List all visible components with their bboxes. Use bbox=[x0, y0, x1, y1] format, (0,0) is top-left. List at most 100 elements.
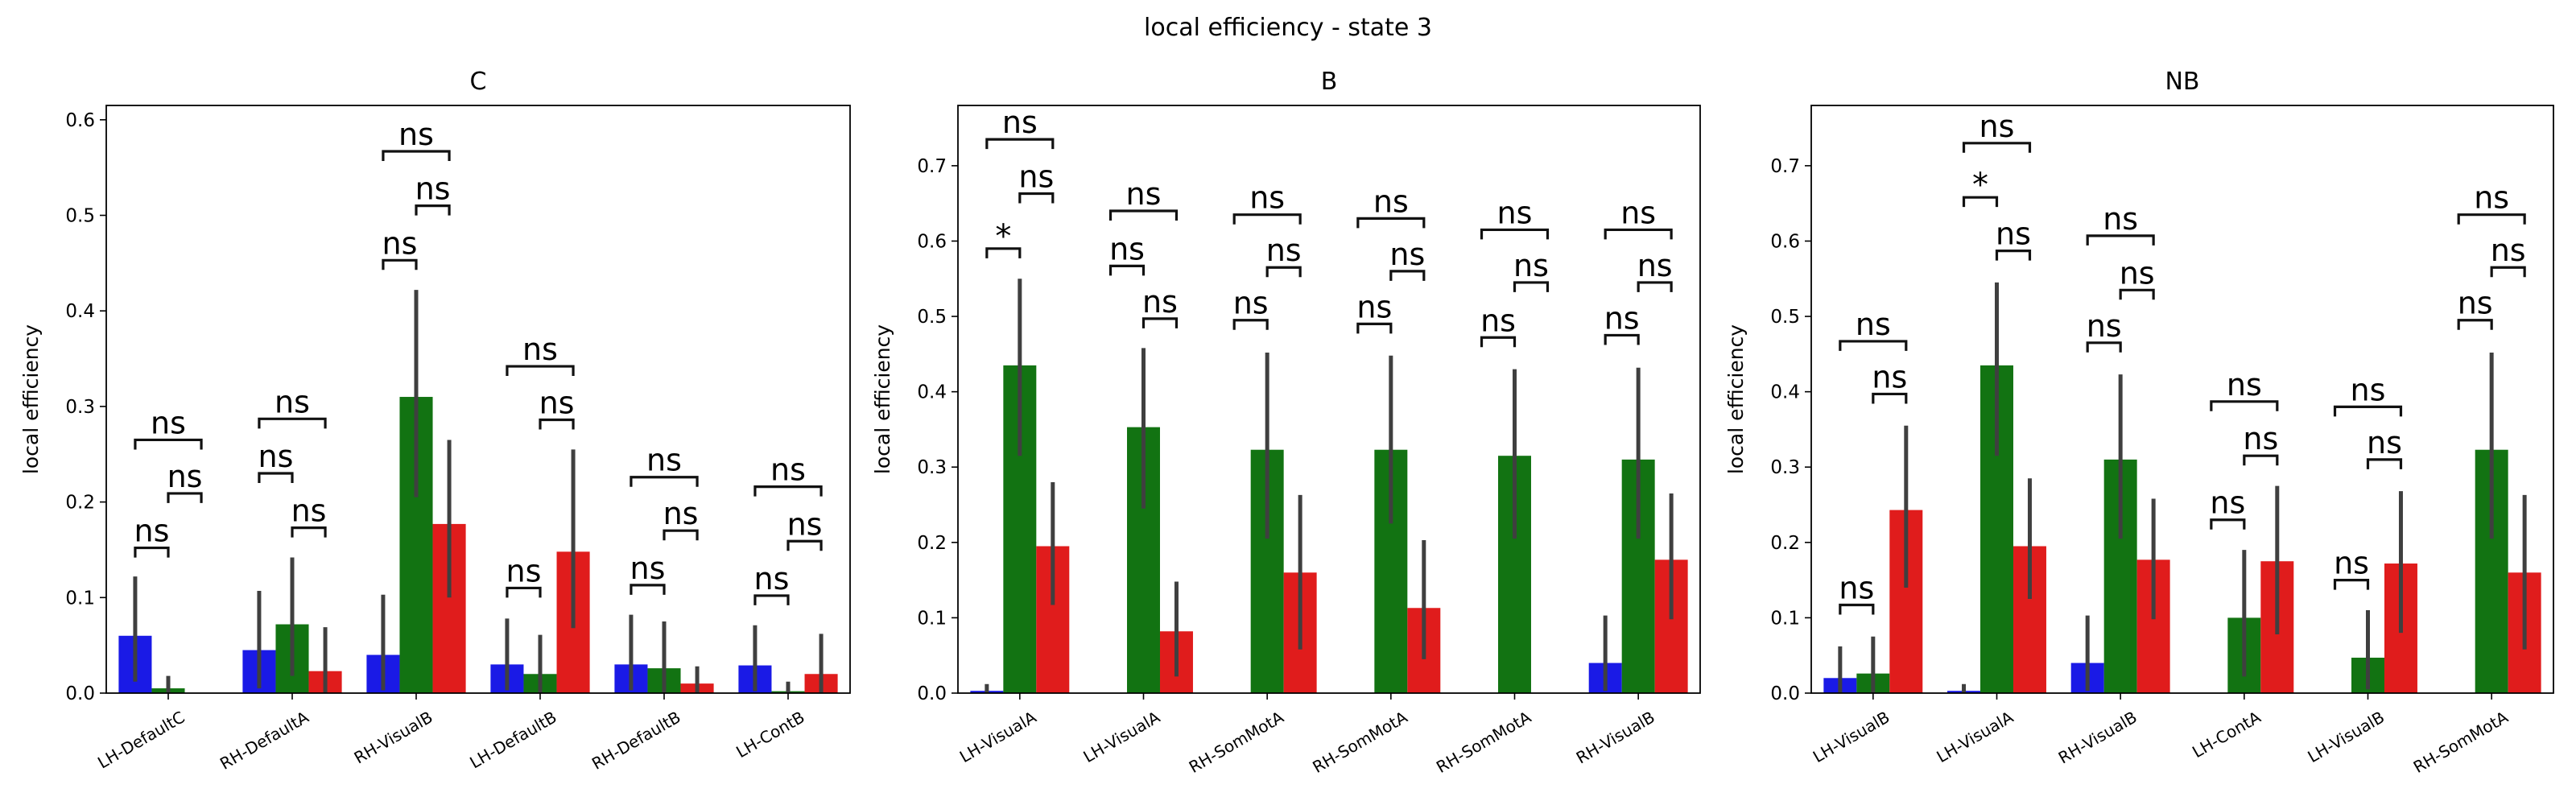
significance-bracket bbox=[1108, 264, 1146, 276]
y-tick-label: 0.4 bbox=[1770, 382, 1800, 403]
significance-bracket bbox=[134, 438, 203, 450]
y-tick-label: 0.2 bbox=[65, 493, 95, 514]
significance-label: ns bbox=[1002, 105, 1038, 140]
x-tick-label: LH-VisualB bbox=[2304, 708, 2388, 767]
significance-bracket bbox=[786, 539, 823, 551]
x-tick-label: RH-DefaultA bbox=[217, 707, 312, 773]
significance-label: ns bbox=[2103, 201, 2138, 237]
significance-label: ns bbox=[1142, 284, 1178, 320]
subplot-NB: NB local efficiency 0.0 0.1 0.2 0.3 0.4 0.5 0.6 0… bbox=[1724, 68, 2554, 777]
subplot-title: C bbox=[470, 68, 487, 96]
subplot-title: NB bbox=[2165, 68, 2199, 96]
significance-label: ns bbox=[2351, 372, 2386, 407]
significance-label: ns bbox=[2367, 425, 2402, 460]
y-axis-label: local efficiency bbox=[1724, 324, 1748, 474]
significance-label: ns bbox=[1126, 176, 1162, 212]
significance-label: ns bbox=[167, 459, 203, 494]
significance-label: ns bbox=[2474, 180, 2509, 216]
significance-bracket bbox=[2210, 518, 2246, 530]
y-tick-label: 0.2 bbox=[917, 533, 947, 554]
significance-bracket bbox=[2119, 288, 2155, 300]
significance-label: ns bbox=[1356, 289, 1392, 324]
y-tick-label: 0.0 bbox=[917, 683, 947, 704]
axes-frame bbox=[1810, 105, 2554, 694]
axes-frame bbox=[105, 105, 851, 694]
significance-bracket bbox=[985, 138, 1055, 150]
significance-label: ns bbox=[291, 493, 327, 529]
significance-bracket bbox=[1265, 266, 1302, 278]
significance-label: * bbox=[1972, 167, 1988, 204]
significance-bracket bbox=[1018, 192, 1055, 204]
significance-bracket bbox=[291, 526, 327, 538]
significance-bracket bbox=[2333, 579, 2370, 590]
significance-bracket bbox=[1356, 322, 1393, 334]
y-axis-label: local efficiency bbox=[871, 324, 894, 474]
significance-label: ns bbox=[134, 514, 170, 549]
y-tick-label: 0.3 bbox=[65, 397, 95, 418]
significance-bracket bbox=[2086, 234, 2155, 246]
y-axis-label: local efficiency bbox=[19, 324, 43, 474]
significance-bracket bbox=[663, 529, 699, 541]
x-tick-label: RH-VisualB bbox=[1573, 708, 1658, 768]
significance-label: ns bbox=[258, 439, 294, 474]
significance-bracket bbox=[630, 476, 699, 487]
y-tick-label: 0.6 bbox=[65, 110, 95, 131]
significance-label: ns bbox=[646, 443, 682, 478]
significance-bracket bbox=[1839, 603, 1875, 615]
significance-label: * bbox=[995, 218, 1011, 255]
significance-label: ns bbox=[770, 452, 806, 488]
significance-label: ns bbox=[1637, 248, 1673, 283]
significance-label: ns bbox=[1480, 303, 1516, 338]
significance-bracket bbox=[258, 417, 327, 429]
significance-bracket bbox=[753, 485, 823, 497]
significance-bracket bbox=[1604, 228, 1673, 240]
significance-bracket bbox=[539, 418, 575, 430]
x-tick-label: LH-ContB bbox=[733, 708, 807, 762]
significance-bracket bbox=[415, 204, 451, 216]
x-tick-label: RH-SomMotA bbox=[1309, 707, 1410, 777]
significance-bracket bbox=[2490, 266, 2526, 278]
significance-label: ns bbox=[663, 496, 699, 531]
subplot-title: B bbox=[1321, 68, 1338, 96]
significance-label: ns bbox=[1233, 286, 1269, 321]
x-tick-label: LH-DefaultC bbox=[94, 708, 188, 773]
significance-bracket bbox=[258, 472, 294, 483]
significance-bracket bbox=[2457, 319, 2493, 330]
y-tick-label: 0.6 bbox=[1770, 231, 1800, 252]
significance-bracket bbox=[134, 546, 170, 558]
significance-bracket bbox=[506, 586, 542, 598]
significance-label: ns bbox=[2334, 546, 2369, 581]
x-tick-label: RH-SomMotA bbox=[2410, 707, 2512, 777]
significance-label: ns bbox=[2243, 421, 2278, 456]
significance-label: ns bbox=[754, 561, 790, 597]
significance-label: ns bbox=[630, 551, 666, 586]
y-tick-label: 0.5 bbox=[65, 206, 95, 227]
x-tick-label: LH-ContA bbox=[2189, 707, 2264, 762]
significance-label: ns bbox=[787, 506, 823, 542]
significance-label: ns bbox=[382, 225, 418, 261]
significance-bracket bbox=[1480, 228, 1550, 240]
x-tick-label: LH-VisualA bbox=[956, 707, 1040, 766]
significance-bracket bbox=[1232, 213, 1302, 225]
y-tick-label: 0.5 bbox=[1770, 307, 1800, 328]
significance-label: ns bbox=[522, 332, 558, 367]
significance-bracket bbox=[506, 365, 575, 377]
significance-bracket bbox=[1872, 392, 1908, 404]
significance-label: ns bbox=[398, 117, 434, 152]
significance-bracket bbox=[2366, 458, 2403, 469]
significance-bracket bbox=[1389, 270, 1426, 281]
axes-frame bbox=[957, 105, 1701, 694]
x-tick-label: LH-VisualA bbox=[1934, 707, 2017, 766]
y-tick-label: 0.1 bbox=[1770, 608, 1800, 629]
significance-bracket bbox=[1839, 340, 1908, 351]
significance-label: ns bbox=[1604, 300, 1640, 336]
significance-bracket bbox=[753, 594, 790, 605]
significance-label: ns bbox=[1266, 233, 1302, 268]
x-tick-label: LH-VisualB bbox=[1810, 708, 1893, 767]
y-tick-label: 0.1 bbox=[65, 588, 95, 609]
significance-label: ns bbox=[1620, 195, 1656, 230]
significance-bracket bbox=[2210, 400, 2279, 411]
